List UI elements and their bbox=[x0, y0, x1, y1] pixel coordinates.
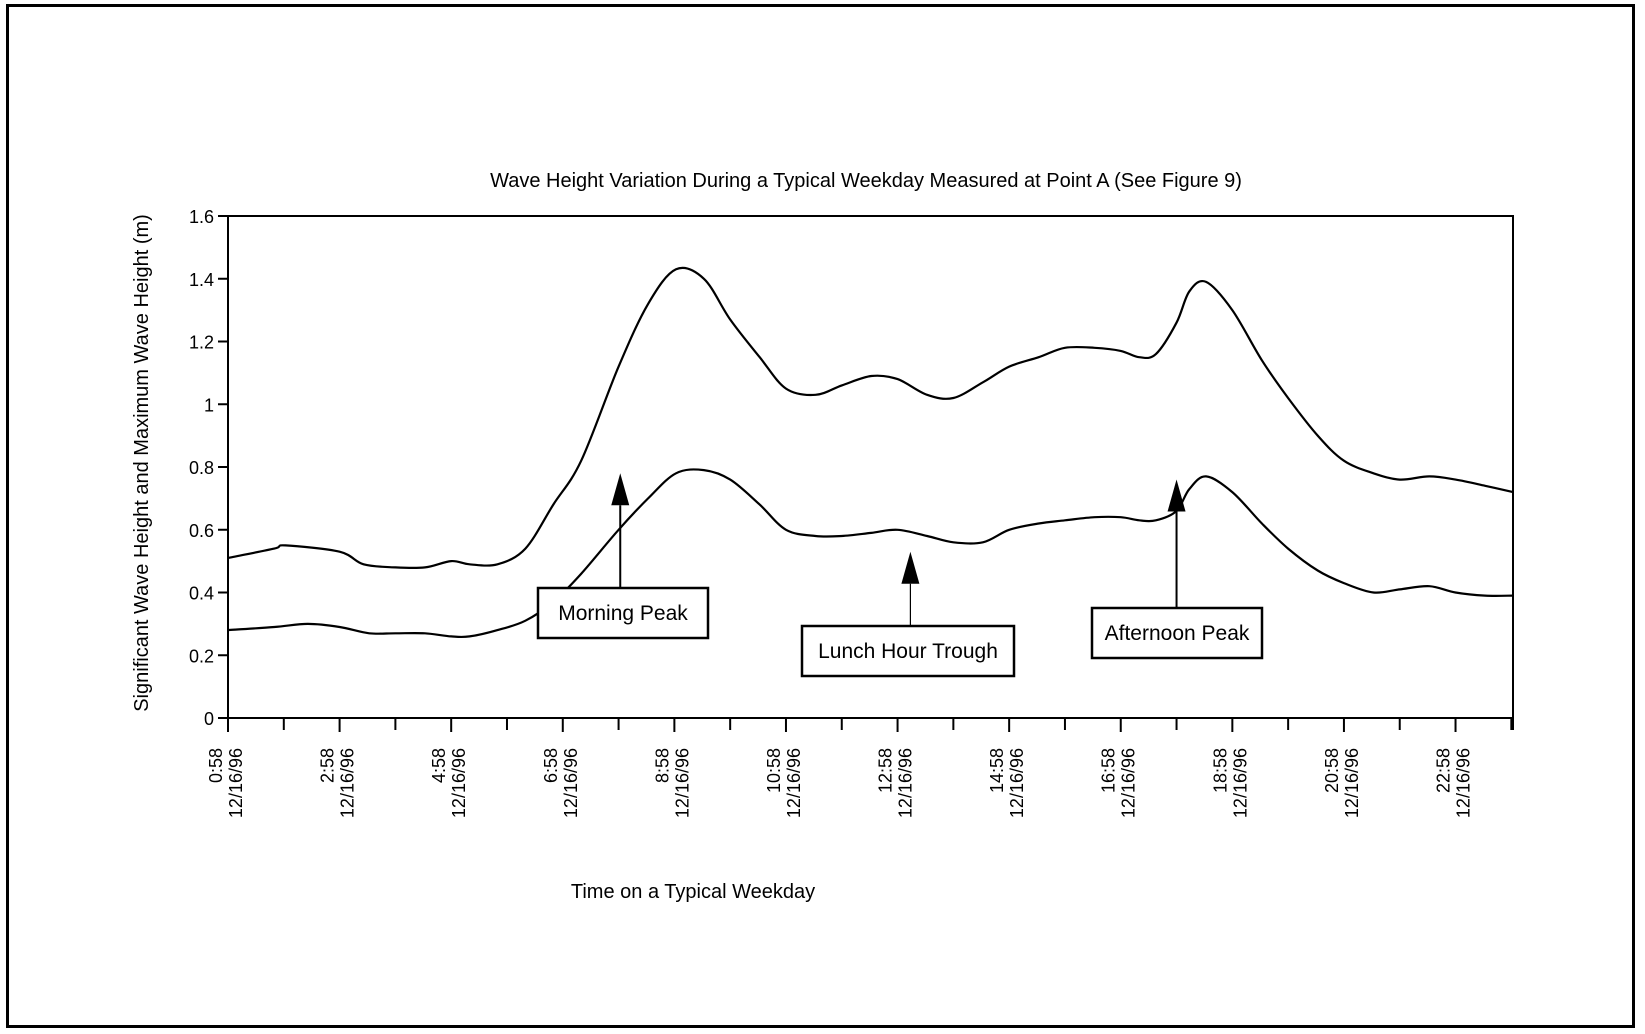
y-tick-label: 1 bbox=[204, 395, 214, 415]
x-tick-label-time: 20:58 bbox=[1322, 748, 1342, 793]
y-tick-label: 1.6 bbox=[189, 207, 214, 227]
y-tick-label: 0.2 bbox=[189, 646, 214, 666]
y-tick-label: 0 bbox=[204, 709, 214, 729]
y-axis-label: Significant Wave Height and Maximum Wave… bbox=[131, 214, 153, 712]
x-tick-label-date: 12/16/96 bbox=[672, 748, 692, 818]
series-line-maximum bbox=[227, 266, 1514, 570]
x-tick-label-date: 12/16/96 bbox=[1342, 748, 1362, 818]
x-tick-label-time: 16:58 bbox=[1099, 748, 1119, 793]
figure-frame bbox=[6, 4, 1635, 1028]
annotation-box bbox=[536, 586, 710, 640]
y-tick-label: 0.4 bbox=[189, 584, 214, 604]
y-tick-label: 1.4 bbox=[189, 270, 214, 290]
x-tick-label-time: 22:58 bbox=[1434, 748, 1454, 793]
annotation-label: Afternoon Peak bbox=[1105, 622, 1250, 645]
plot-area: 00.20.40.60.811.21.41.60:58 12/16/96 2:58 1… bbox=[189, 207, 1514, 818]
x-tick-label-date: 12/16/96 bbox=[1230, 748, 1250, 818]
x-tick-label-time: 18:58 bbox=[1210, 748, 1230, 793]
x-tick-label-date: 12/16/96 bbox=[338, 748, 358, 818]
x-tick-label-time: 2:58 bbox=[318, 748, 338, 783]
x-axis-label: Time on a Typical Weekday bbox=[571, 881, 815, 903]
annotation-box bbox=[1090, 606, 1264, 660]
x-tick-label-date: 12/16/96 bbox=[449, 748, 469, 818]
y-tick-label: 1.2 bbox=[189, 333, 214, 353]
x-tick-label-date: 12/16/96 bbox=[1007, 748, 1027, 818]
series-line-significant bbox=[227, 468, 1514, 639]
x-tick-label-date: 12/16/96 bbox=[896, 748, 916, 818]
x-tick-label-time: 8:58 bbox=[652, 748, 672, 783]
annotation-arrow-head bbox=[901, 551, 920, 584]
x-tick-label-date: 12/16/96 bbox=[1119, 748, 1139, 818]
annotation-box bbox=[800, 624, 1016, 678]
y-tick-label: 0.8 bbox=[189, 458, 214, 478]
x-tick-label-date: 12/16/96 bbox=[784, 748, 804, 818]
annotation-arrow-head bbox=[611, 473, 630, 506]
x-tick-label-time: 12:58 bbox=[876, 748, 896, 793]
chart-title: Wave Height Variation During a Typical W… bbox=[490, 170, 1242, 192]
annotation-label: Morning Peak bbox=[558, 602, 688, 625]
x-tick-label-date: 12/16/96 bbox=[1454, 748, 1474, 818]
x-tick-label-time: 0:58 bbox=[206, 748, 226, 783]
x-tick-label-time: 14:58 bbox=[987, 748, 1007, 793]
x-tick-label-date: 12/16/96 bbox=[561, 748, 581, 818]
annotation-label: Lunch Hour Trough bbox=[818, 640, 998, 663]
x-tick-label-date: 12/16/96 bbox=[226, 748, 246, 818]
y-tick-label: 0.6 bbox=[189, 521, 214, 541]
x-tick-label-time: 4:58 bbox=[429, 748, 449, 783]
annotation-arrow-head bbox=[1167, 479, 1186, 512]
x-tick-label-time: 10:58 bbox=[764, 748, 784, 793]
x-tick-label-time: 6:58 bbox=[541, 748, 561, 783]
